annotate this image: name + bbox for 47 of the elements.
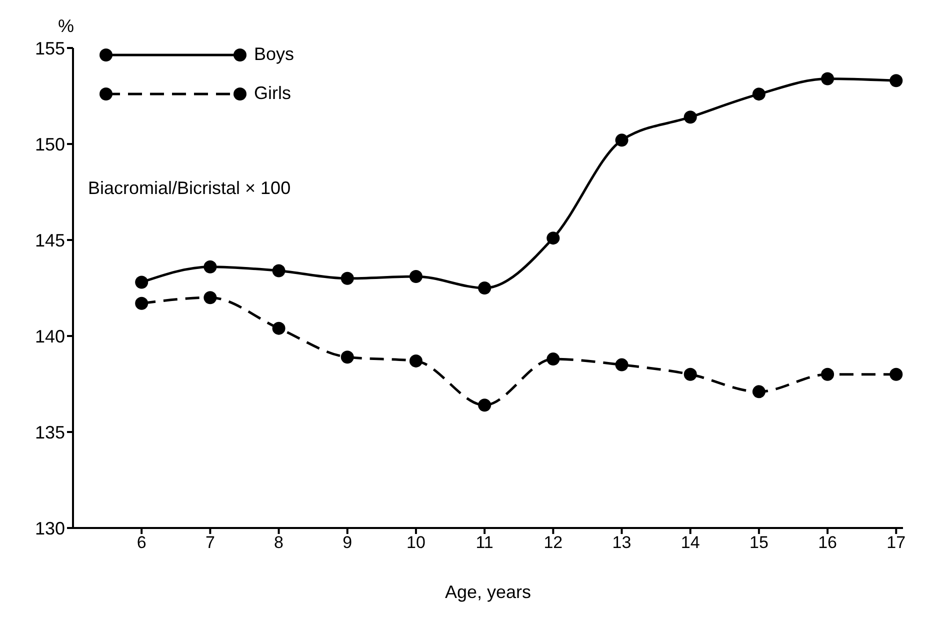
point — [272, 264, 286, 278]
point — [752, 385, 766, 398]
legend-label: Girls — [254, 83, 291, 104]
y-tick-label: 130 — [34, 518, 65, 538]
point — [340, 350, 354, 364]
y-tick-label: 155 — [34, 38, 65, 58]
x-tick-label: 13 — [612, 533, 632, 552]
x-tick-label: 14 — [680, 533, 700, 552]
point — [546, 232, 560, 245]
x-tick-label: 6 — [136, 533, 146, 552]
point — [340, 272, 354, 285]
point — [478, 398, 492, 412]
point — [409, 270, 422, 283]
point — [615, 134, 628, 147]
y-tick-label: 140 — [34, 326, 65, 346]
x-tick-label: 16 — [818, 533, 838, 552]
point — [821, 368, 834, 381]
x-tick-label: 8 — [274, 533, 284, 552]
point — [409, 354, 422, 368]
point — [615, 358, 628, 372]
x-tick-label: 17 — [886, 533, 906, 552]
x-tick-label: 10 — [406, 533, 426, 552]
point — [204, 260, 217, 274]
x-tick-label: 15 — [749, 533, 768, 552]
point — [204, 291, 217, 304]
point — [890, 368, 903, 381]
point — [752, 88, 766, 101]
x-tick-label: 12 — [544, 533, 563, 552]
point — [135, 296, 148, 310]
point — [272, 322, 286, 335]
x-tick-label: 9 — [342, 533, 352, 552]
y-tick-label: 145 — [34, 230, 65, 250]
point — [684, 368, 697, 381]
y-axis-title: % — [58, 16, 74, 37]
point — [684, 110, 697, 124]
legend-label: Boys — [254, 44, 294, 65]
x-tick-label: 11 — [476, 533, 494, 552]
point — [546, 352, 560, 366]
point — [821, 72, 834, 86]
x-axis-title: Age, years — [444, 582, 532, 602]
point — [478, 282, 492, 294]
x-tick-label: 7 — [205, 533, 215, 552]
y-tick-label: 150 — [34, 134, 65, 154]
annotation: Biacromial/Bicristal × 100 — [88, 178, 291, 199]
point — [890, 74, 903, 88]
point — [135, 276, 148, 289]
y-tick-label: 135 — [34, 422, 65, 442]
